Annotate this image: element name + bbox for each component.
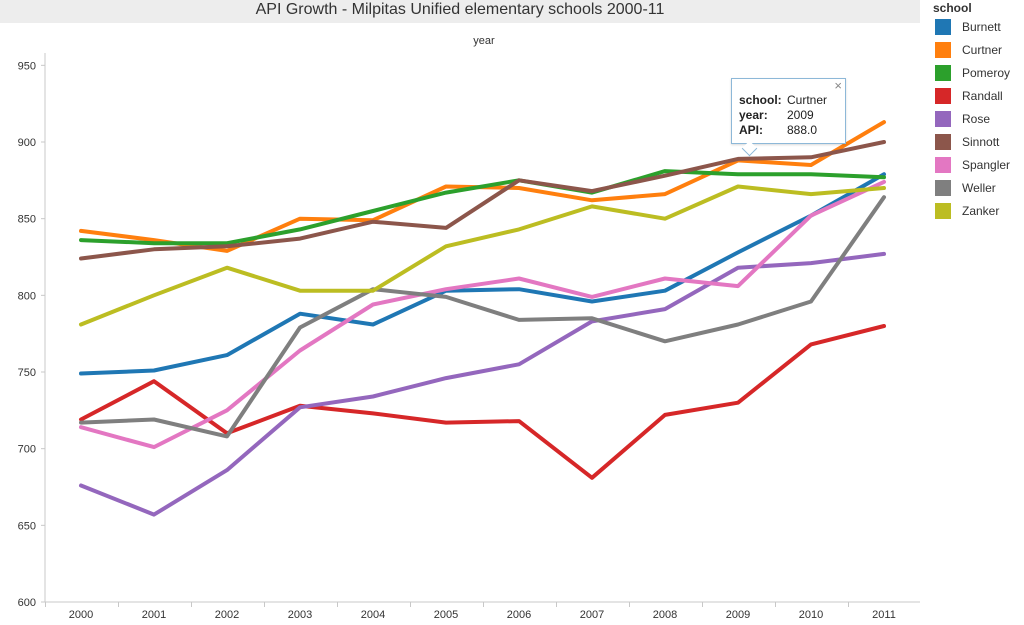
x-tick-label: 2007 bbox=[580, 609, 604, 621]
legend-label: Zanker bbox=[962, 204, 1000, 218]
legend-item-spangler[interactable]: Spangler bbox=[935, 156, 1023, 174]
data-tooltip: × school: Curtner year: 2009 API: 888.0 bbox=[731, 78, 846, 157]
x-tick-label: 2006 bbox=[507, 609, 531, 621]
legend-swatch bbox=[935, 134, 951, 150]
legend-swatch bbox=[935, 203, 951, 219]
legend-label: Randall bbox=[962, 89, 1003, 103]
series-line-weller bbox=[79, 195, 886, 439]
legend-swatch bbox=[935, 180, 951, 196]
x-tick-label: 2008 bbox=[653, 609, 677, 621]
series-line-burnett bbox=[79, 172, 886, 376]
legend-label: Sinnott bbox=[962, 135, 1000, 149]
tooltip-year-label: year: bbox=[739, 108, 768, 122]
legend-item-weller[interactable]: Weller bbox=[935, 179, 1023, 197]
series-line-sinnott bbox=[79, 140, 886, 261]
legend-item-pomeroy[interactable]: Pomeroy bbox=[935, 64, 1023, 82]
legend-item-randall[interactable]: Randall bbox=[935, 87, 1023, 105]
x-tick-label: 2010 bbox=[799, 609, 823, 621]
y-tick-label: 600 bbox=[18, 597, 36, 609]
series-line-spangler bbox=[79, 179, 886, 450]
legend-swatch bbox=[935, 111, 951, 127]
tooltip-year-row: year: 2009 bbox=[739, 108, 814, 122]
x-tick-label: 2001 bbox=[142, 609, 166, 621]
legend-swatch bbox=[935, 42, 951, 58]
legend-item-zanker[interactable]: Zanker bbox=[935, 202, 1023, 220]
legend-label: Spangler bbox=[962, 158, 1011, 172]
legend-item-curtner[interactable]: Curtner bbox=[935, 41, 1023, 59]
legend-label: Weller bbox=[962, 181, 996, 195]
x-tick-label: 2005 bbox=[434, 609, 458, 621]
legend-label: Rose bbox=[962, 112, 991, 126]
legend-swatch bbox=[935, 65, 951, 81]
x-tick-label: 2003 bbox=[288, 609, 312, 621]
y-tick-label: 850 bbox=[18, 214, 36, 226]
y-tick-label: 800 bbox=[18, 290, 36, 302]
legend-swatch bbox=[935, 19, 951, 35]
line-chart: year 600 650 700 750 800 850 900 950 2000 2001 2002… bbox=[18, 35, 920, 621]
tooltip-school-row: school: Curtner bbox=[739, 93, 827, 107]
x-tick-label: 2002 bbox=[215, 609, 239, 621]
x-tick-label: 2011 bbox=[872, 609, 896, 621]
y-tick-label: 650 bbox=[18, 520, 36, 532]
legend-swatch bbox=[935, 157, 951, 173]
tooltip-api-label: API: bbox=[739, 123, 763, 137]
tooltip-api-row: API: 888.0 bbox=[739, 123, 817, 137]
tooltip-year-value: 2009 bbox=[787, 108, 814, 122]
legend-label: Curtner bbox=[962, 43, 1003, 57]
series-line-randall bbox=[79, 324, 886, 480]
y-tick-label: 900 bbox=[18, 137, 36, 149]
legend-item-rose[interactable]: Rose bbox=[935, 110, 1023, 128]
chart-title: API Growth - Milpitas Unified elementary… bbox=[255, 1, 665, 18]
series-line-zanker bbox=[79, 184, 886, 327]
legend-label: Pomeroy bbox=[962, 66, 1011, 80]
legend-swatch bbox=[935, 88, 951, 104]
x-tick-label: 2009 bbox=[726, 609, 750, 621]
legend-item-burnett[interactable]: Burnett bbox=[935, 18, 1023, 36]
x-axis-title: year bbox=[473, 35, 495, 47]
legend-item-sinnott[interactable]: Sinnott bbox=[935, 133, 1023, 151]
legend-label: Burnett bbox=[962, 20, 1001, 34]
y-tick-label: 700 bbox=[18, 444, 36, 456]
tooltip-api-value: 888.0 bbox=[787, 123, 818, 137]
chart-title-bar bbox=[0, 0, 920, 23]
series-line-pomeroy bbox=[79, 169, 886, 246]
x-tick-label: 2004 bbox=[361, 609, 385, 621]
y-tick-label: 950 bbox=[18, 60, 36, 72]
y-tick-label: 750 bbox=[18, 367, 36, 379]
series-line-rose bbox=[79, 251, 886, 517]
x-tick-label: 2000 bbox=[69, 609, 93, 621]
close-icon[interactable]: × bbox=[834, 78, 842, 93]
tooltip-school-label: school: bbox=[739, 93, 782, 107]
legend-title: school bbox=[933, 1, 972, 15]
tooltip-school-value: Curtner bbox=[787, 93, 828, 107]
